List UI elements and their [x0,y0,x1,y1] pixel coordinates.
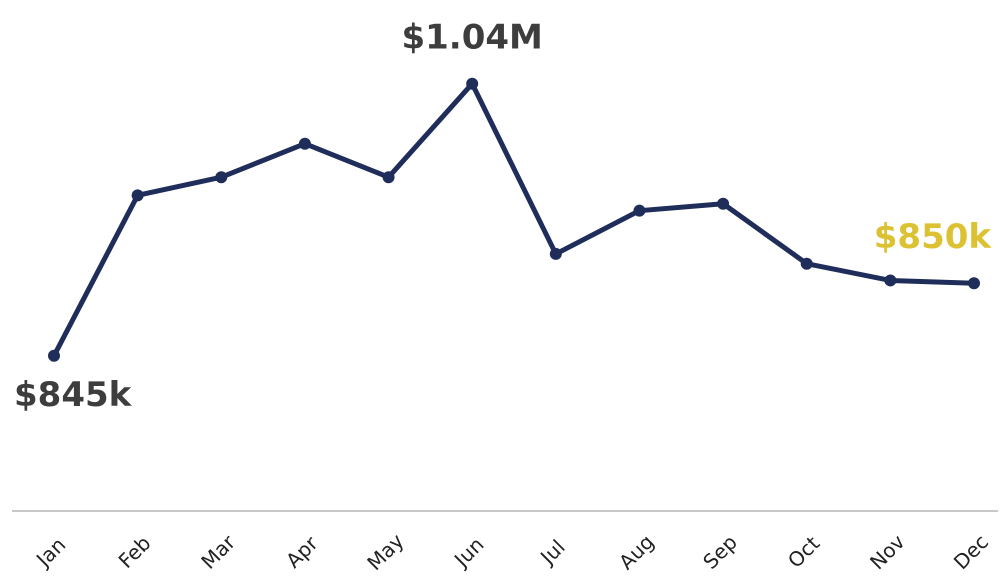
series-line [51,81,977,359]
x-tick-label-apr: Apr [281,531,323,573]
x-tick-label-jul: Jul [534,535,569,570]
x-tick-labels: Jan Feb Mar Apr May Jun Jul Aug Sep Oct Nov Dec [30,529,993,575]
data-labels: $845k $1.04M $850k [14,18,992,415]
x-tick-label-feb: Feb [114,531,156,573]
x-tick-label-oct: Oct [783,531,825,573]
data-label-dec: $850k [874,217,993,257]
data-point-oct [800,257,813,270]
data-point-jul [549,247,562,260]
x-tick-label-jan: Jan [30,533,70,573]
x-tick-label-dec: Dec [949,530,993,574]
x-tick-label-may: May [362,529,408,575]
data-point-jun [466,77,479,90]
point-layer [48,77,980,362]
data-label-jan: $845k [14,375,133,415]
data-point-may [382,171,395,184]
series-layer [51,81,977,359]
x-tick-label-mar: Mar [196,530,240,574]
data-point-feb [131,189,144,202]
data-point-sep [717,197,730,210]
data-point-dec [968,277,980,290]
data-point-jan [48,349,60,362]
x-tick-label-aug: Aug [614,530,659,575]
x-tick-label-jun: Jun [448,532,488,572]
data-label-jun: $1.04M [401,18,542,58]
data-point-apr [298,137,311,150]
data-point-mar [215,171,228,184]
data-point-aug [633,204,646,217]
data-point-nov [884,274,897,287]
x-tick-label-sep: Sep [698,530,742,574]
x-tick-label-nov: Nov [865,530,910,575]
